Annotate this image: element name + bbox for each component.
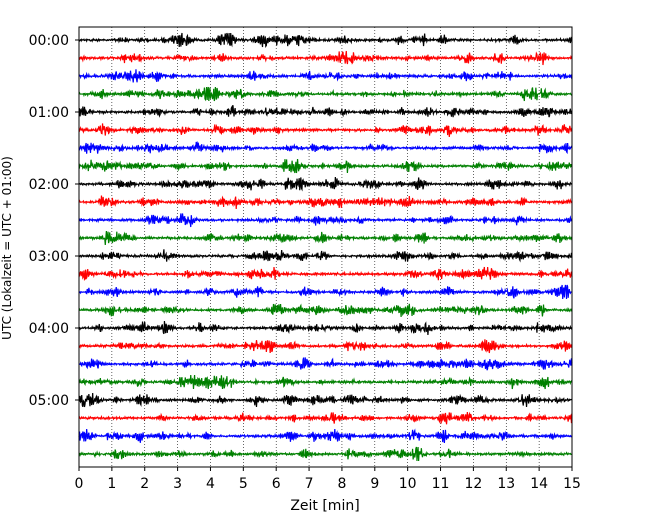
seismogram-trace-row-5: [78, 123, 573, 138]
x-tick-label: 1: [107, 476, 116, 492]
seismogram-trace-row-16: [78, 320, 573, 336]
trace-layer: [78, 32, 573, 462]
y-tick-label: 00:00: [29, 33, 69, 49]
seismogram-trace-row-18: [78, 357, 573, 371]
x-tick-label: 15: [563, 476, 581, 492]
y-tick-label: 03:00: [29, 249, 69, 265]
x-tick-label: 8: [337, 476, 346, 492]
grid-layer: [111, 27, 540, 467]
seismogram-trace-row-2: [78, 69, 573, 83]
seismogram-trace-row-14: [78, 284, 573, 300]
y-tick-label: 01:00: [29, 105, 69, 121]
seismogram-trace-row-8: [78, 176, 573, 192]
y-tick-label: 05:00: [29, 393, 69, 409]
y-tick-label: 04:00: [29, 321, 69, 337]
seismogram-trace-row-23: [78, 446, 573, 462]
x-tick-label: 13: [497, 476, 515, 492]
seismogram-trace-row-20: [78, 392, 573, 408]
seismogram-trace-row-6: [78, 141, 573, 155]
seismogram-trace-row-10: [78, 213, 573, 228]
x-tick-label: 7: [305, 476, 314, 492]
seismogram-trace-row-11: [78, 230, 573, 246]
x-axis-title: Zeit [min]: [290, 498, 359, 514]
x-tick-label: 14: [530, 476, 548, 492]
seismogram-trace-row-3: [78, 86, 573, 102]
seismogram-trace-row-15: [78, 303, 573, 318]
x-tick-label: 10: [399, 476, 417, 492]
x-tick-label: 6: [272, 476, 281, 492]
seismogram-trace-row-17: [78, 339, 573, 354]
seismogram-trace-row-0: [78, 32, 573, 48]
seismogram-trace-row-1: [78, 50, 573, 66]
x-tick-label: 5: [239, 476, 248, 492]
y-tick-label: 02:00: [29, 177, 69, 193]
y-axis-title: UTC (Lokalzeit = UTC + 01:00): [0, 156, 14, 340]
seismogram-trace-row-21: [78, 411, 573, 425]
seismogram-trace-row-9: [78, 195, 573, 210]
tick-layer: 0 1 2 3 4 5 6 7 8 9 10 11 12 13 14 1500:0001:0002:0003:…: [29, 33, 581, 492]
seismogram-trace-row-12: [78, 249, 573, 263]
x-tick-label: 4: [206, 476, 215, 492]
seismogram-trace-row-7: [78, 158, 573, 174]
x-tick-label: 9: [370, 476, 379, 492]
seismogram-trace-row-13: [78, 266, 573, 282]
seismogram-trace-row-4: [78, 105, 573, 118]
x-tick-label: 12: [464, 476, 482, 492]
seismogram-trace-row-22: [78, 428, 573, 444]
x-tick-label: 2: [140, 476, 149, 492]
seismogram-trace-row-19: [78, 374, 573, 390]
x-tick-label: 3: [173, 476, 182, 492]
x-tick-label: 0: [75, 476, 84, 492]
x-tick-label: 11: [432, 476, 450, 492]
plot-frame: [78, 26, 573, 468]
